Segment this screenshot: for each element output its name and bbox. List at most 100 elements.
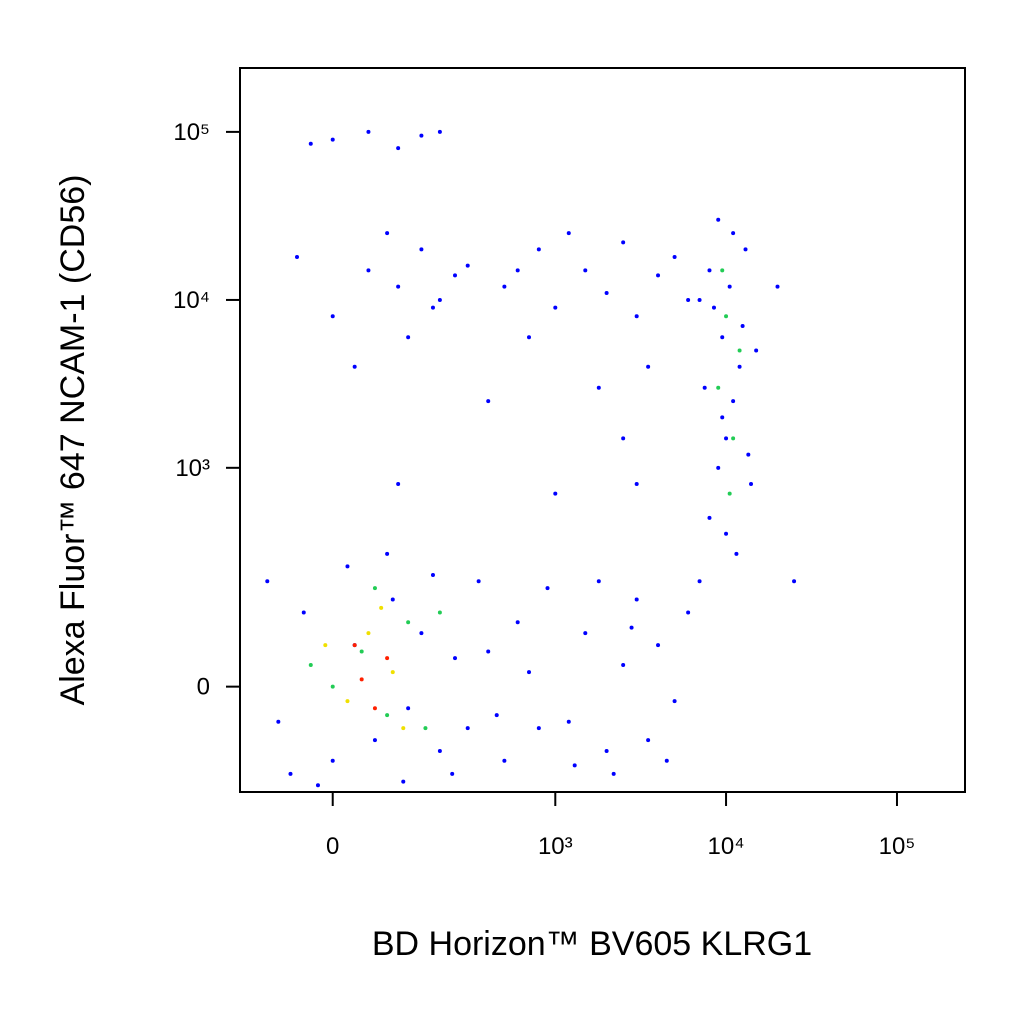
event-dot xyxy=(465,726,470,731)
event-dot xyxy=(486,649,491,654)
event-dot xyxy=(634,482,639,487)
event-dot xyxy=(396,146,401,151)
y-axis-label: Alexa Fluor™ 647 NCAM-1 (CD56) xyxy=(54,175,92,706)
event-dot xyxy=(621,240,626,245)
event-dot xyxy=(437,748,442,753)
event-dot xyxy=(656,643,661,648)
event-dot xyxy=(527,335,532,340)
event-dot xyxy=(711,305,716,310)
y-tick-label: 10⁵ xyxy=(173,119,210,146)
event-dot xyxy=(596,579,601,584)
event-dot xyxy=(315,783,320,788)
y-tick-label: 0 xyxy=(197,674,210,701)
event-dot xyxy=(450,771,455,776)
event-dot xyxy=(621,436,626,441)
event-dot xyxy=(308,141,313,146)
event-dot xyxy=(634,314,639,319)
event-dot xyxy=(720,335,725,340)
event-dot xyxy=(276,719,281,724)
y-tick-label: 10³ xyxy=(175,455,210,482)
event-dot xyxy=(406,620,411,625)
event-dot xyxy=(385,231,390,236)
event-dot xyxy=(731,399,736,404)
event-dot xyxy=(502,758,507,763)
event-dot xyxy=(734,551,739,556)
event-dot xyxy=(379,605,384,610)
event-dot xyxy=(372,586,377,591)
event-dot xyxy=(697,579,702,584)
event-dot xyxy=(502,284,507,289)
event-dot xyxy=(419,133,424,138)
event-dot xyxy=(724,531,729,536)
event-dot xyxy=(749,482,754,487)
event-dot xyxy=(707,515,712,520)
event-dot xyxy=(716,465,721,470)
event-dot xyxy=(515,268,520,273)
event-dot xyxy=(437,297,442,302)
event-dot xyxy=(423,726,428,731)
event-dot xyxy=(583,631,588,636)
event-dot xyxy=(697,297,702,302)
event-dot xyxy=(727,284,732,289)
event-dot xyxy=(604,290,609,295)
event-dot xyxy=(352,643,357,648)
event-dot xyxy=(465,263,470,268)
event-dot xyxy=(702,385,707,390)
event-dot xyxy=(720,268,725,273)
event-dot xyxy=(430,305,435,310)
event-dot xyxy=(390,670,395,675)
event-dot xyxy=(731,436,736,441)
event-dot xyxy=(366,268,371,273)
event-dot xyxy=(572,763,577,768)
event-dot xyxy=(385,713,390,718)
event-dot xyxy=(265,579,270,584)
event-dot xyxy=(345,699,350,704)
event-dot xyxy=(720,415,725,420)
event-dot xyxy=(527,670,532,675)
event-dot xyxy=(716,385,721,390)
event-dot xyxy=(672,255,677,260)
event-dot xyxy=(453,273,458,278)
event-dot xyxy=(515,620,520,625)
event-dot xyxy=(359,677,364,682)
event-dot xyxy=(536,726,541,731)
event-dot xyxy=(330,137,335,142)
event-dot xyxy=(308,663,313,668)
event-dot xyxy=(743,247,748,252)
event-dot xyxy=(494,713,499,718)
event-dot xyxy=(664,758,669,763)
event-dot xyxy=(396,284,401,289)
event-dot xyxy=(476,579,481,584)
event-dot xyxy=(437,129,442,134)
event-dot xyxy=(629,625,634,630)
event-dot xyxy=(634,597,639,602)
event-dot xyxy=(385,551,390,556)
event-dot xyxy=(740,323,745,328)
event-dot xyxy=(390,597,395,602)
event-dot xyxy=(294,255,299,260)
event-dot xyxy=(437,610,442,615)
event-dot xyxy=(352,364,357,369)
event-dot xyxy=(430,572,435,577)
event-dot xyxy=(731,231,736,236)
event-dot xyxy=(406,335,411,340)
event-dot xyxy=(621,663,626,668)
event-dot xyxy=(401,779,406,784)
event-dot xyxy=(727,491,732,496)
event-dot xyxy=(545,586,550,591)
event-dot xyxy=(330,314,335,319)
event-dot xyxy=(345,564,350,569)
event-dot xyxy=(646,364,651,369)
event-dot xyxy=(288,771,293,776)
event-dot xyxy=(596,385,601,390)
event-dot xyxy=(583,268,588,273)
event-dot xyxy=(775,284,780,289)
event-dot xyxy=(359,649,364,654)
event-dot xyxy=(419,631,424,636)
event-dot xyxy=(330,758,335,763)
event-dot xyxy=(792,579,797,584)
event-dot xyxy=(707,268,712,273)
event-dot xyxy=(385,656,390,661)
event-dot xyxy=(566,231,571,236)
